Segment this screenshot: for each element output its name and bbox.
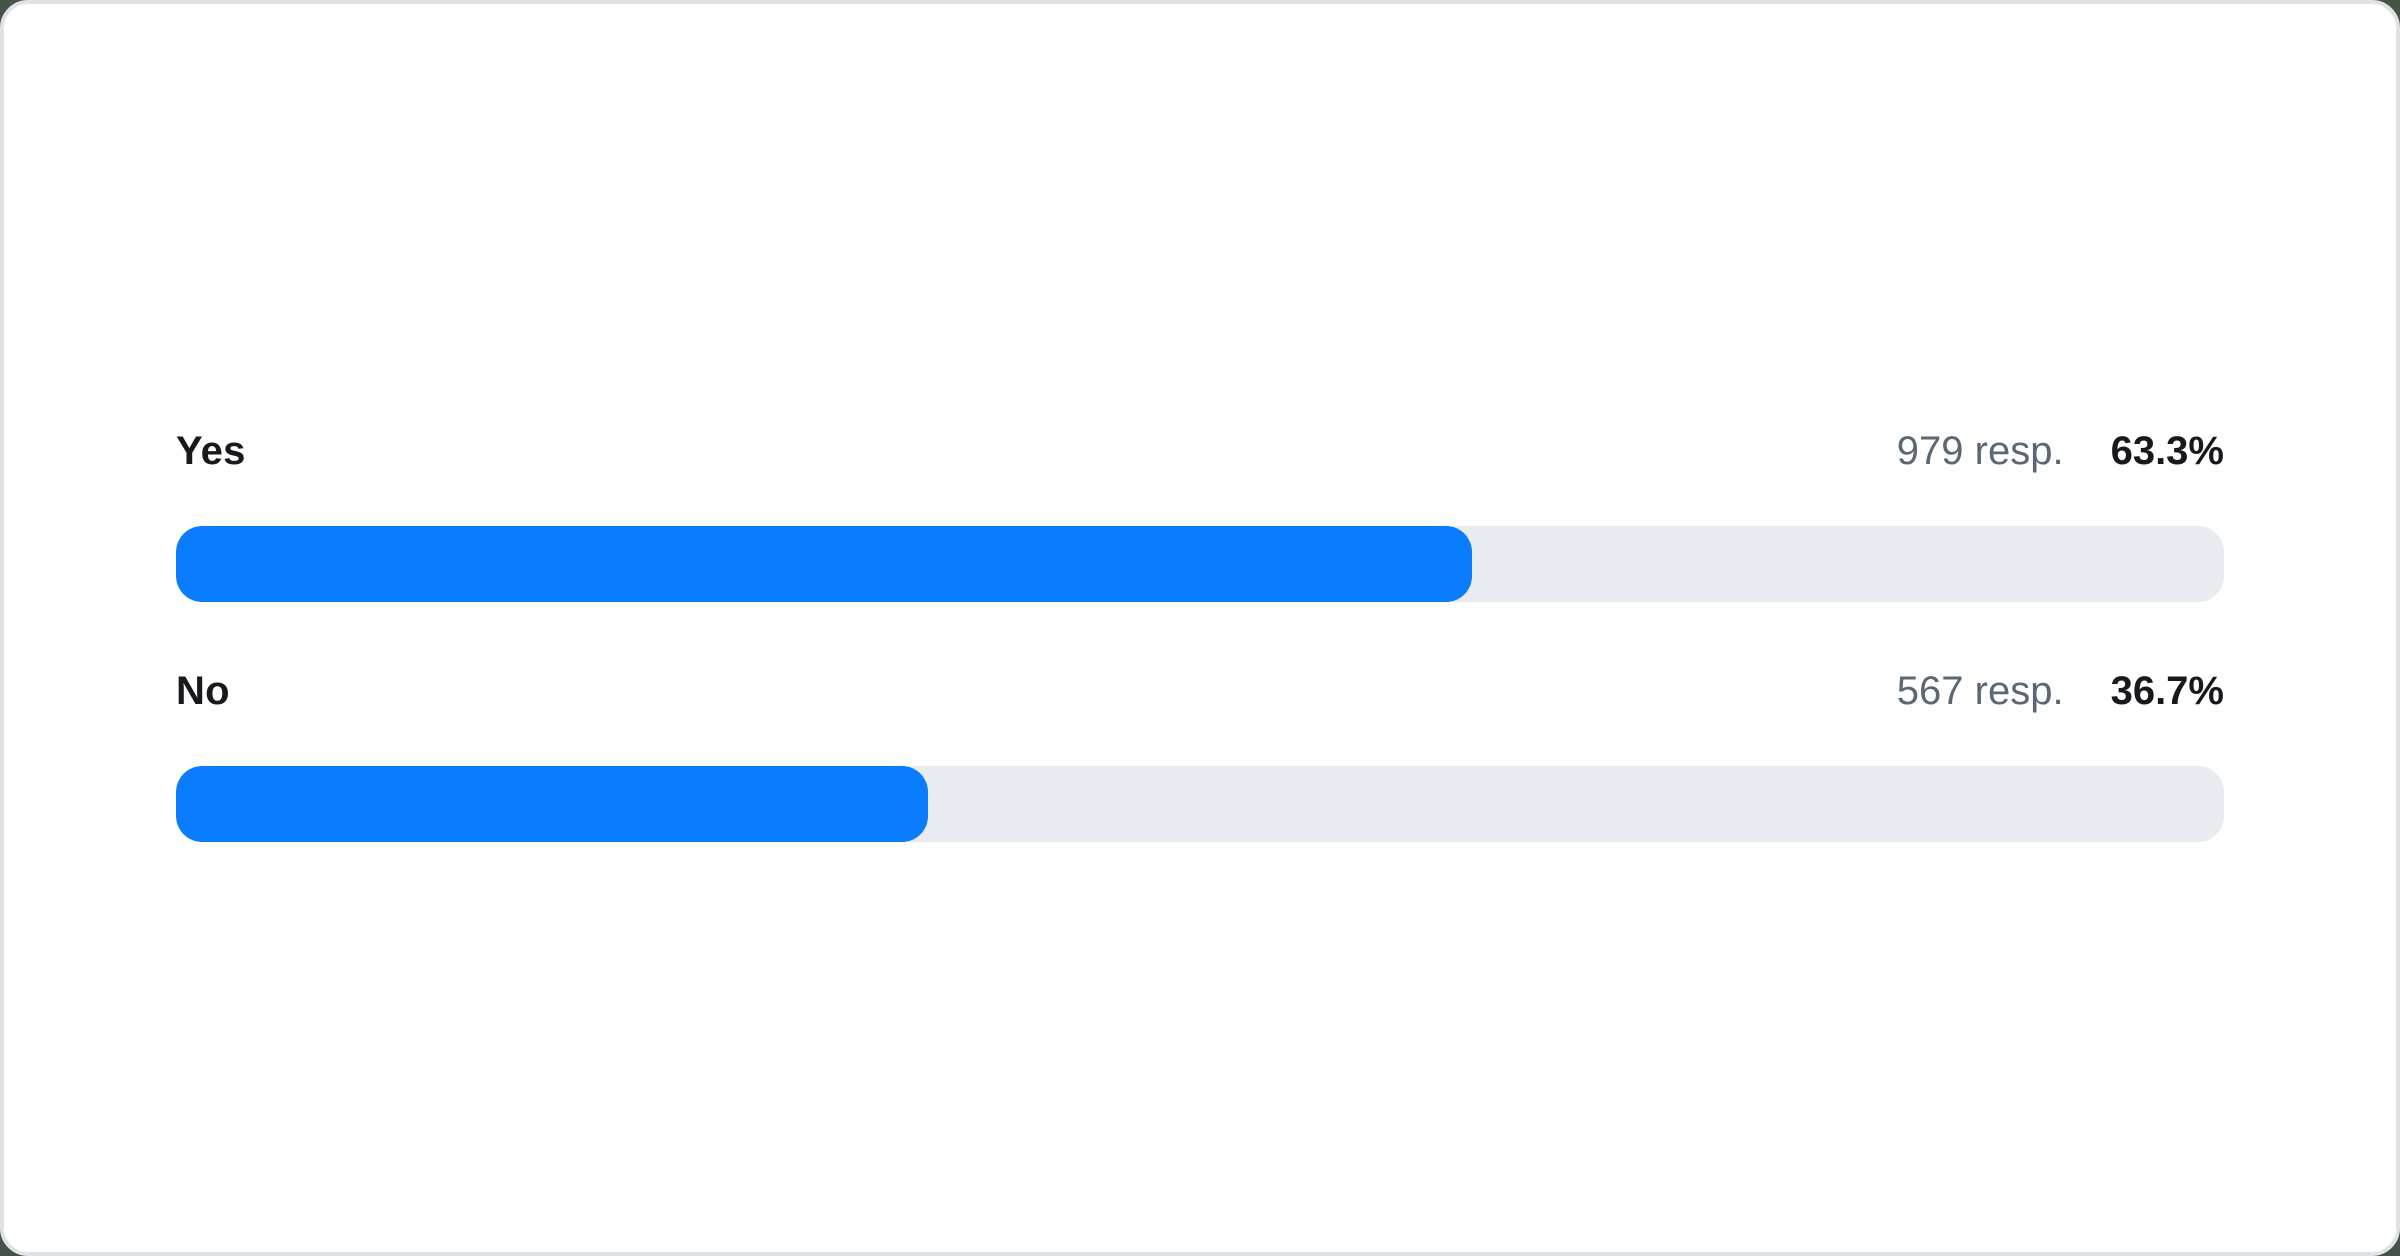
poll-option-row-yes: Yes 979 resp. 63.3%: [176, 427, 2224, 602]
poll-option-stats: 567 resp. 36.7%: [1897, 667, 2224, 715]
poll-option-stats: 979 resp. 63.3%: [1897, 427, 2224, 475]
poll-option-row-no: No 567 resp. 36.7%: [176, 667, 2224, 842]
poll-option-header: No 567 resp. 36.7%: [176, 667, 2224, 715]
poll-option-responses: 979 resp.: [1896, 429, 2064, 473]
poll-option-percent: 36.7%: [2110, 669, 2224, 713]
poll-option-bar-track: [176, 766, 2224, 842]
poll-results: Yes 979 resp. 63.3% No 567 resp. 36.7%: [176, 427, 2224, 842]
poll-option-bar-track: [176, 526, 2224, 602]
poll-option-label: Yes: [176, 429, 246, 473]
poll-option-responses: 567 resp.: [1896, 669, 2064, 713]
poll-option-label: No: [176, 669, 230, 713]
poll-option-header: Yes 979 resp. 63.3%: [176, 427, 2224, 475]
poll-option-bar-fill: [176, 526, 1473, 602]
poll-option-bar-fill: [176, 766, 928, 842]
poll-option-percent: 63.3%: [2110, 429, 2224, 473]
